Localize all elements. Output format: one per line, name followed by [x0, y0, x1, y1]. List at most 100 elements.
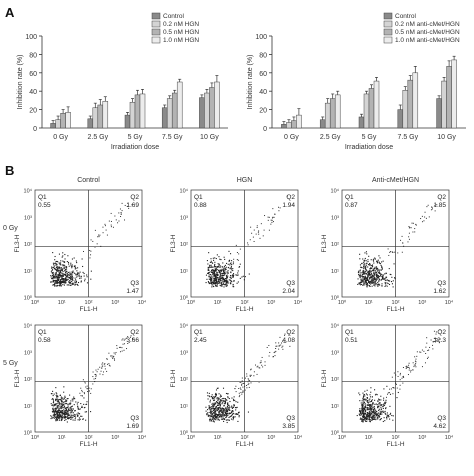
- dot: [60, 260, 62, 262]
- dot: [223, 401, 225, 403]
- dot: [364, 281, 366, 283]
- dot: [381, 283, 383, 285]
- dot: [216, 285, 218, 287]
- panel-label-b: B: [5, 163, 14, 178]
- dot: [279, 207, 281, 209]
- dot: [384, 410, 386, 412]
- dot: [212, 412, 214, 415]
- dot: [63, 410, 66, 412]
- dot: [366, 389, 368, 391]
- dot: [376, 413, 378, 415]
- dot: [118, 220, 120, 222]
- dot: [375, 282, 377, 284]
- x-axis-label: Irradiation dose: [345, 144, 393, 151]
- dot: [54, 415, 56, 417]
- dot: [51, 393, 53, 395]
- dot: [218, 265, 220, 267]
- dot: [59, 264, 61, 266]
- dot: [390, 280, 393, 283]
- dot: [212, 415, 214, 418]
- dot: [376, 404, 378, 406]
- dot: [365, 409, 367, 411]
- dot: [228, 250, 230, 252]
- dot: [392, 415, 394, 417]
- dot: [375, 268, 377, 270]
- dot: [229, 409, 231, 411]
- y-tick-label: 10⁰: [331, 295, 340, 302]
- dot: [59, 276, 61, 278]
- dot: [72, 400, 74, 402]
- dot: [241, 377, 243, 379]
- dot: [253, 375, 255, 377]
- dot: [115, 351, 117, 353]
- dot: [124, 338, 126, 340]
- dot: [59, 282, 61, 284]
- dot: [59, 266, 61, 269]
- dot: [52, 397, 54, 400]
- dot: [54, 405, 56, 407]
- dot: [232, 411, 234, 413]
- dot: [413, 366, 415, 368]
- dot: [399, 379, 401, 381]
- dot: [231, 411, 233, 413]
- dot: [361, 263, 363, 265]
- dot: [366, 285, 368, 287]
- dot: [214, 280, 216, 282]
- dot: [222, 408, 224, 410]
- dot: [128, 341, 130, 343]
- dot: [372, 402, 374, 404]
- dot: [52, 394, 54, 397]
- bar: [319, 119, 326, 129]
- dot: [217, 416, 219, 418]
- dot: [373, 268, 375, 270]
- dot: [56, 268, 58, 270]
- dot: [387, 283, 389, 285]
- dot: [385, 401, 387, 403]
- y-tick-label: 10⁴: [331, 323, 340, 330]
- dot: [366, 419, 368, 421]
- dot: [365, 280, 367, 282]
- dot: [227, 263, 229, 265]
- dot: [389, 413, 391, 416]
- dot: [127, 343, 129, 345]
- dot: [217, 277, 219, 279]
- dot: [50, 415, 52, 417]
- dot: [224, 411, 226, 413]
- dot: [232, 268, 234, 270]
- dot: [365, 417, 367, 419]
- dot: [368, 418, 370, 420]
- dot: [382, 406, 384, 408]
- dot: [119, 208, 121, 210]
- dot: [65, 282, 67, 284]
- dot: [59, 279, 62, 281]
- dot: [373, 411, 375, 413]
- dot: [395, 383, 397, 385]
- dot: [209, 399, 211, 401]
- dot: [369, 263, 371, 265]
- dot: [361, 412, 363, 414]
- dot: [63, 391, 65, 393]
- dot: [121, 350, 123, 352]
- dot: [366, 253, 368, 255]
- dot: [59, 262, 61, 264]
- dot: [220, 418, 222, 420]
- dot: [208, 282, 210, 285]
- x-tick-label: 10³: [267, 300, 275, 306]
- dot: [72, 398, 74, 400]
- dot: [246, 387, 248, 389]
- q3-value: 2.04: [282, 288, 295, 295]
- dot: [54, 259, 56, 261]
- dot: [67, 398, 69, 400]
- dot: [72, 277, 74, 279]
- dot: [65, 280, 67, 282]
- dot: [210, 276, 212, 278]
- dot: [82, 379, 84, 381]
- dot: [378, 255, 380, 257]
- dot: [61, 281, 63, 284]
- dot: [68, 417, 70, 419]
- dot: [113, 352, 115, 354]
- dot: [61, 281, 64, 284]
- dot: [232, 286, 234, 288]
- dot: [221, 284, 223, 286]
